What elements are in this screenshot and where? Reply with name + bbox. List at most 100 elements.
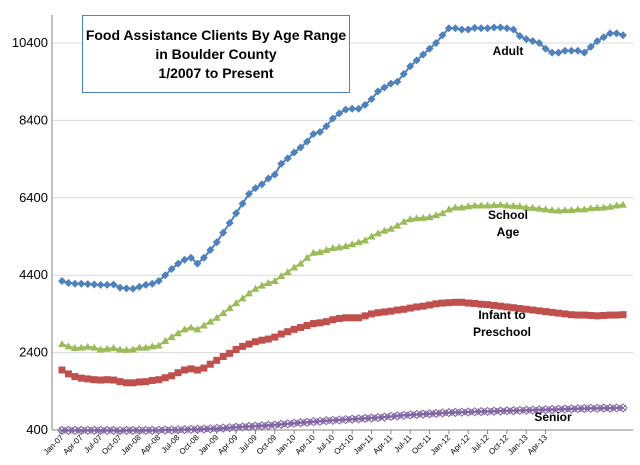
data-point <box>270 170 279 179</box>
data-point <box>495 406 506 416</box>
data-point <box>515 405 525 416</box>
data-point <box>606 202 615 210</box>
data-point <box>573 205 582 213</box>
data-point <box>206 246 215 255</box>
data-point <box>96 280 105 289</box>
data-point <box>599 203 608 211</box>
data-point-cross <box>168 426 175 434</box>
x-tick-label: Jan-10 <box>274 433 298 457</box>
data-point <box>555 309 563 317</box>
data-point <box>560 206 569 214</box>
data-point <box>76 425 87 436</box>
data-point <box>277 330 285 338</box>
data-point <box>186 424 196 435</box>
data-point <box>534 405 544 415</box>
data-point-cross <box>206 425 214 433</box>
data-point <box>567 311 575 319</box>
data-point <box>464 202 473 210</box>
data-point <box>148 342 157 350</box>
data-point <box>361 100 370 109</box>
data-point <box>264 278 273 286</box>
data-point <box>553 404 564 415</box>
data-point <box>528 203 537 211</box>
data-point-cross <box>129 427 137 434</box>
data-point-cross <box>213 425 221 432</box>
data-point <box>154 341 163 349</box>
data-point <box>509 201 518 209</box>
data-point-cross <box>97 427 105 434</box>
data-point <box>411 409 422 420</box>
data-point <box>154 425 164 435</box>
data-point <box>128 345 137 353</box>
data-point <box>405 410 415 420</box>
data-point <box>238 199 247 208</box>
data-point-cross <box>619 404 627 412</box>
data-point <box>605 403 615 413</box>
data-point <box>90 376 98 384</box>
series-line <box>61 26 624 290</box>
data-point <box>328 244 337 252</box>
y-tick-label: 6400 <box>19 190 48 205</box>
data-point <box>174 259 183 268</box>
data-point-cross <box>226 424 234 432</box>
data-point <box>244 421 254 432</box>
data-point <box>606 29 615 38</box>
data-point-cross <box>574 405 582 413</box>
data-point <box>161 336 170 344</box>
data-point <box>579 403 590 414</box>
data-point <box>457 203 466 211</box>
data-point-cross <box>439 409 446 417</box>
x-tick-label: Apr-13 <box>526 433 550 457</box>
data-point <box>393 221 402 229</box>
data-point <box>212 423 222 434</box>
data-point-cross <box>348 415 356 423</box>
data-point <box>471 299 479 307</box>
data-point <box>560 46 569 55</box>
data-point <box>367 232 376 240</box>
data-point <box>438 31 447 40</box>
data-point <box>308 416 319 427</box>
data-point <box>469 407 480 417</box>
data-point-cross <box>258 422 266 430</box>
data-point <box>451 24 460 33</box>
data-point <box>264 174 273 183</box>
data-point <box>600 311 608 319</box>
data-point <box>387 307 395 315</box>
data-point <box>271 333 279 341</box>
data-point <box>354 104 363 113</box>
series-label-infant-to-preschool: Infant to Preschool <box>473 308 531 339</box>
data-point <box>77 343 86 351</box>
data-point <box>341 105 350 114</box>
data-point-cross <box>458 408 466 416</box>
data-point <box>373 87 382 96</box>
data-point <box>148 376 156 384</box>
data-point <box>290 325 298 333</box>
data-point <box>155 376 163 384</box>
data-point-cross <box>555 405 562 413</box>
data-point <box>110 376 118 384</box>
data-point <box>587 311 595 319</box>
data-point <box>103 376 111 384</box>
data-point-cross <box>110 427 117 434</box>
data-point <box>90 343 99 351</box>
data-point <box>419 50 428 59</box>
data-point-cross <box>593 404 601 412</box>
data-point-cross <box>181 426 188 433</box>
data-point <box>329 316 337 324</box>
data-point <box>613 311 621 319</box>
data-point <box>270 277 279 285</box>
data-point <box>399 217 408 225</box>
data-point-cross <box>600 404 608 412</box>
data-point <box>71 373 79 381</box>
data-point <box>619 31 627 40</box>
data-point <box>219 352 227 360</box>
data-point <box>225 304 234 312</box>
data-point <box>476 406 486 417</box>
data-point <box>161 271 170 280</box>
data-point <box>173 425 183 435</box>
series-label-line: Age <box>497 225 520 239</box>
data-point <box>199 321 208 329</box>
data-point-cross <box>471 408 479 416</box>
data-point <box>205 424 216 434</box>
data-point <box>400 305 408 313</box>
